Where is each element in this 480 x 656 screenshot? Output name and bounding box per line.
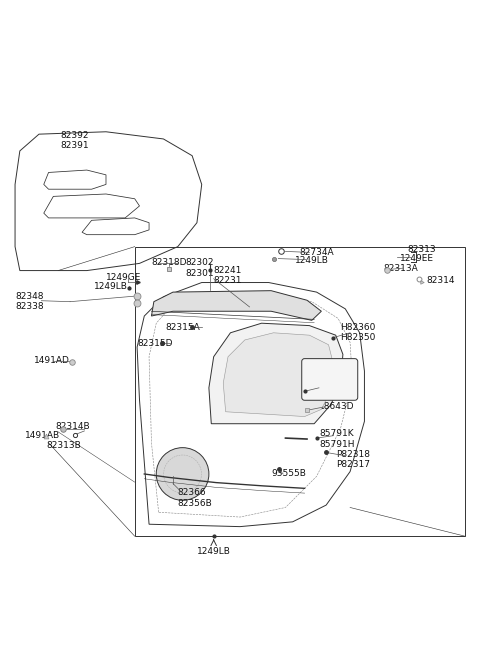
Bar (135, 247, 465, 536)
Text: 82348
82338: 82348 82338 (15, 292, 44, 312)
Text: 1249EE: 1249EE (400, 254, 434, 263)
Text: 51586: 51586 (310, 383, 338, 392)
Text: 1249LB: 1249LB (197, 547, 230, 556)
Polygon shape (137, 283, 364, 527)
Text: 82734A: 82734A (300, 248, 335, 257)
Text: 82366
82356B: 82366 82356B (178, 488, 213, 508)
Text: 82314: 82314 (427, 276, 455, 285)
Text: 85791K
85791H: 85791K 85791H (319, 429, 354, 449)
FancyBboxPatch shape (302, 359, 358, 400)
Text: 82302
82301: 82302 82301 (185, 258, 214, 278)
Text: P82318
P82317: P82318 P82317 (336, 450, 370, 469)
Text: 82318D: 82318D (152, 258, 187, 268)
Text: 82314B: 82314B (56, 422, 90, 430)
Polygon shape (209, 323, 343, 424)
Text: 82313B: 82313B (46, 441, 81, 450)
Text: 82315A: 82315A (166, 323, 201, 331)
Polygon shape (223, 333, 333, 417)
Text: 82241
82231: 82241 82231 (214, 266, 242, 285)
Text: 1249GE: 1249GE (106, 274, 142, 282)
Polygon shape (152, 291, 322, 320)
Text: 82313A: 82313A (384, 264, 419, 273)
Text: 1491AB: 1491AB (24, 431, 60, 440)
Text: 93555B: 93555B (271, 470, 306, 478)
Text: 1249LB: 1249LB (295, 256, 329, 266)
Text: 1491AD: 1491AD (34, 356, 70, 365)
Text: 82313: 82313 (408, 245, 436, 253)
Text: 82315D: 82315D (137, 338, 173, 348)
Text: 18643D: 18643D (319, 403, 354, 411)
Text: H82360
H82350: H82360 H82350 (340, 323, 376, 342)
Circle shape (156, 447, 209, 501)
Text: 1249LB: 1249LB (94, 282, 128, 291)
Text: 82392
82391: 82392 82391 (60, 131, 89, 150)
